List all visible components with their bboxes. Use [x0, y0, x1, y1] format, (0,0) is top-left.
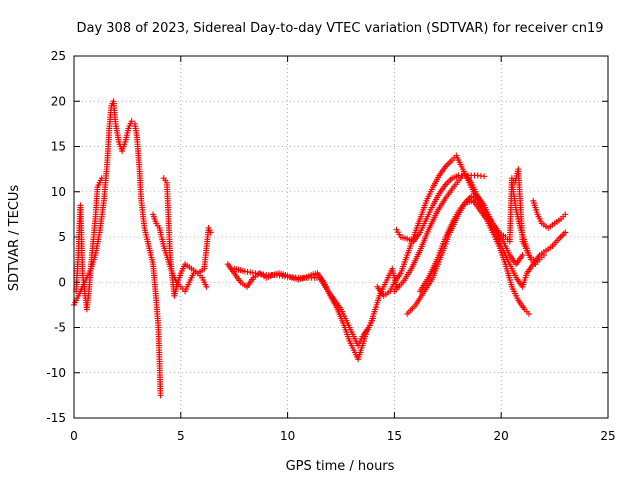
x-tick-label: 15 — [387, 429, 402, 443]
data-point — [519, 252, 526, 259]
data-point — [525, 310, 532, 317]
data-point — [128, 118, 135, 125]
series-arc-f — [231, 265, 377, 349]
series-arc-i — [391, 170, 526, 295]
y-tick-label: 20 — [51, 94, 66, 108]
data-point — [481, 173, 488, 180]
series-arc-h — [393, 172, 488, 245]
data-marks — [71, 98, 569, 399]
y-tick-label: 0 — [58, 275, 66, 289]
series-arc-a — [71, 98, 164, 399]
x-tick-label: 5 — [177, 429, 185, 443]
series-arc-l — [530, 197, 569, 231]
x-axis-title: GPS time / hours — [286, 459, 395, 474]
x-tick-labels: 0 5 10 15 20 25 — [70, 429, 615, 443]
axis-ticks — [73, 55, 609, 419]
y-tick-label: -15 — [46, 411, 66, 425]
data-point — [370, 315, 377, 322]
x-tick-label: 0 — [70, 429, 78, 443]
series-arc-m — [508, 179, 537, 263]
data-point — [207, 229, 214, 236]
x-tick-label: 25 — [600, 429, 615, 443]
data-point — [530, 256, 537, 263]
chart-title: Day 308 of 2023, Sidereal Day-to-day VTE… — [76, 21, 603, 36]
y-tick-label: 10 — [51, 185, 66, 199]
x-tick-label: 20 — [494, 429, 509, 443]
series-arc-k — [417, 197, 532, 317]
y-tick-label: -10 — [46, 366, 66, 380]
grid — [74, 56, 608, 418]
data-point — [562, 211, 569, 218]
y-tick-label: 25 — [51, 49, 66, 63]
y-tick-labels: -15 -10 -5 0 5 10 15 20 25 — [46, 49, 66, 425]
data-point — [98, 175, 105, 182]
y-tick-label: -5 — [54, 321, 66, 335]
y-axis-title: SDTVAR / TECUs — [7, 185, 22, 292]
series-arc-d — [160, 175, 214, 299]
series-arc-b — [73, 175, 105, 313]
y-tick-label: 15 — [51, 140, 66, 154]
x-tick-label: 10 — [280, 429, 295, 443]
data-point — [562, 229, 569, 236]
y-tick-label: 5 — [58, 230, 66, 244]
data-point — [203, 283, 210, 290]
data-point — [157, 392, 164, 399]
